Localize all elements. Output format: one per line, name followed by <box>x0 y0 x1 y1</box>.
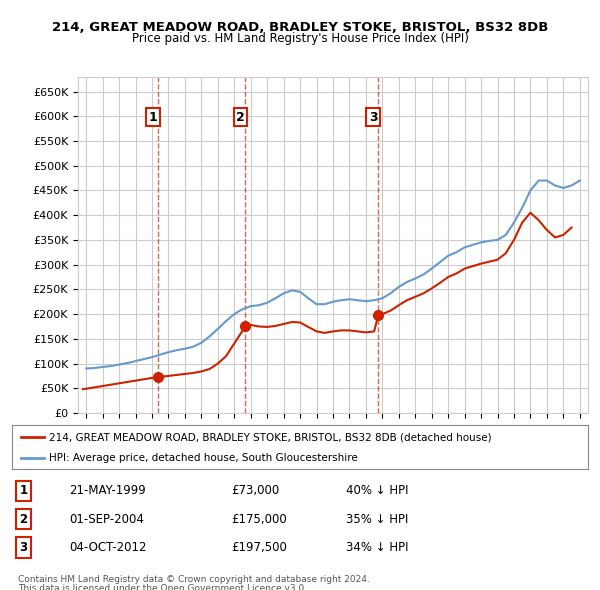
Text: 21-MAY-1999: 21-MAY-1999 <box>70 484 146 497</box>
Text: £197,500: £197,500 <box>231 541 287 554</box>
Text: 3: 3 <box>19 541 28 554</box>
Text: 40% ↓ HPI: 40% ↓ HPI <box>346 484 409 497</box>
Text: 1: 1 <box>19 484 28 497</box>
Text: 214, GREAT MEADOW ROAD, BRADLEY STOKE, BRISTOL, BS32 8DB: 214, GREAT MEADOW ROAD, BRADLEY STOKE, B… <box>52 21 548 34</box>
Text: Price paid vs. HM Land Registry's House Price Index (HPI): Price paid vs. HM Land Registry's House … <box>131 32 469 45</box>
Text: 2: 2 <box>236 110 245 123</box>
Text: £73,000: £73,000 <box>231 484 279 497</box>
Text: 2: 2 <box>19 513 28 526</box>
Text: 34% ↓ HPI: 34% ↓ HPI <box>346 541 409 554</box>
Text: This data is licensed under the Open Government Licence v3.0.: This data is licensed under the Open Gov… <box>18 584 307 590</box>
Text: Contains HM Land Registry data © Crown copyright and database right 2024.: Contains HM Land Registry data © Crown c… <box>18 575 370 584</box>
Text: HPI: Average price, detached house, South Gloucestershire: HPI: Average price, detached house, Sout… <box>49 453 358 463</box>
Text: £175,000: £175,000 <box>231 513 287 526</box>
Text: 04-OCT-2012: 04-OCT-2012 <box>70 541 147 554</box>
Text: 01-SEP-2004: 01-SEP-2004 <box>70 513 145 526</box>
Text: 1: 1 <box>149 110 158 123</box>
Text: 35% ↓ HPI: 35% ↓ HPI <box>346 513 409 526</box>
Text: 214, GREAT MEADOW ROAD, BRADLEY STOKE, BRISTOL, BS32 8DB (detached house): 214, GREAT MEADOW ROAD, BRADLEY STOKE, B… <box>49 432 492 442</box>
Text: 3: 3 <box>369 110 377 123</box>
